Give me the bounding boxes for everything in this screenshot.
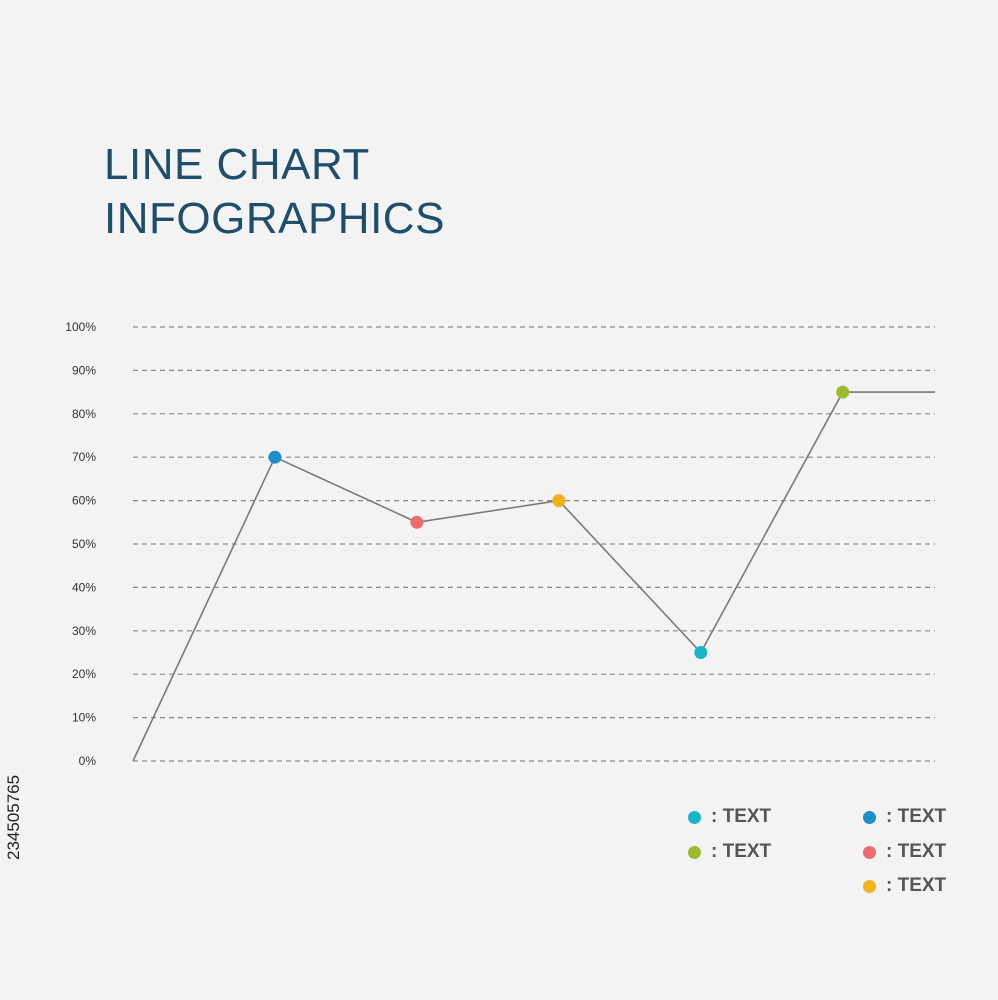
legend-label: : TEXT [711,841,772,862]
page-title: LINE CHART INFOGRAPHICS [104,138,445,246]
y-tick-label: 80% [72,407,96,421]
data-point [410,515,424,529]
legend-dot-icon [688,845,701,859]
legend-item: : TEXT [688,806,771,828]
data-point [552,494,566,508]
data-point [836,385,850,399]
y-tick-label: 30% [72,624,96,638]
legend-item: : TEXT [863,841,946,863]
y-tick-label: 0% [79,754,97,768]
y-tick-label: 70% [72,450,96,464]
legend-dot-icon [863,845,876,859]
legend-label: : TEXT [886,806,947,827]
legend-label: : TEXT [711,806,772,827]
y-tick-label: 10% [72,711,96,725]
title-line-2: INFOGRAPHICS [104,194,445,243]
y-tick-label: 40% [72,580,96,594]
legend-label: : TEXT [886,875,947,896]
y-tick-label: 100% [65,320,96,334]
series-line [132,391,935,762]
legend-dot-icon [863,879,876,893]
y-tick-label: 90% [72,363,96,377]
legend-item: : TEXT [863,875,946,897]
stock-id-label: 234505765 [4,775,24,860]
title-line-1: LINE CHART [104,140,370,189]
legend-dot-icon [863,810,876,824]
stock-id-text: 234505765 [4,774,23,860]
legend-label: : TEXT [886,841,947,862]
y-tick-label: 60% [72,494,96,508]
data-point [268,450,282,464]
legend-item: : TEXT [863,806,946,828]
legend-dot-icon [688,810,701,824]
data-point [694,646,708,659]
y-tick-label: 20% [72,667,96,681]
y-tick-label: 50% [72,537,96,551]
legend-item: : TEXT [688,841,771,863]
